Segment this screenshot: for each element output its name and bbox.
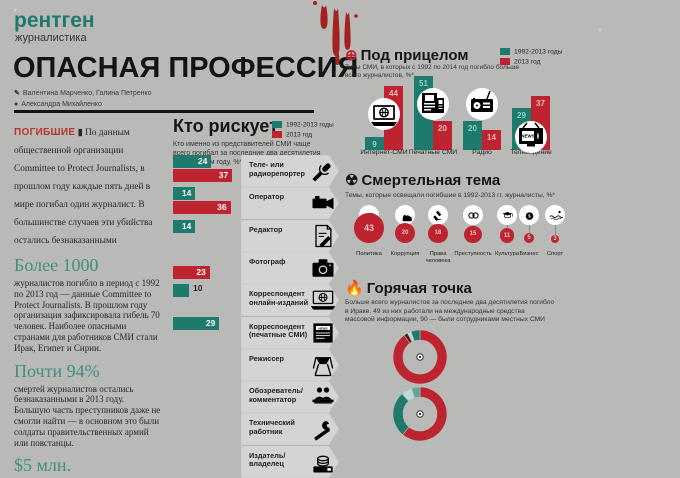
svg-text:NEWS: NEWS bbox=[318, 326, 327, 330]
svg-text:NEWS: NEWS bbox=[521, 134, 535, 139]
